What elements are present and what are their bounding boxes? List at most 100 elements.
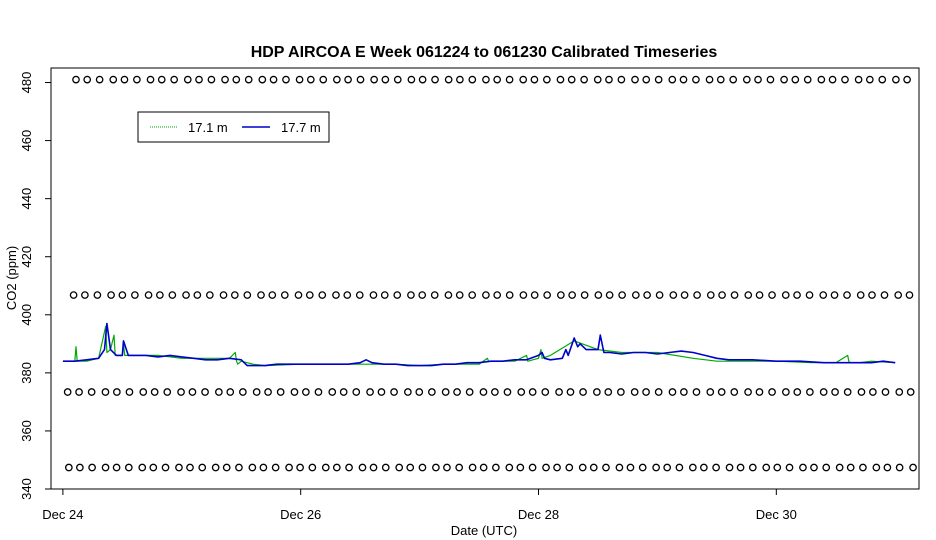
marker-point — [101, 388, 110, 396]
marker-point — [717, 388, 726, 396]
legend-label-17-1: 17.1 m — [188, 120, 228, 135]
marker-point — [555, 388, 563, 396]
marker-point — [269, 75, 278, 84]
marker-point — [630, 388, 639, 396]
marker-point — [493, 291, 502, 299]
marker-point — [493, 75, 502, 84]
legend-label-17-7: 17.7 m — [281, 120, 321, 135]
marker-point — [432, 463, 440, 472]
marker-point — [395, 463, 404, 472]
marker-point — [321, 463, 330, 472]
marker-point — [654, 388, 663, 396]
marker-point — [604, 388, 613, 396]
marker-point — [830, 291, 839, 299]
marker-point — [406, 463, 415, 472]
marker-point — [88, 463, 96, 472]
marker-point — [755, 291, 764, 299]
marker-point — [580, 291, 589, 299]
marker-point — [186, 463, 194, 472]
marker-point — [369, 291, 378, 299]
marker-point — [369, 463, 378, 472]
marker-point — [453, 388, 461, 396]
x-tick-label: Dec 24 — [42, 507, 83, 522]
marker-point — [294, 291, 303, 299]
marker-point — [328, 388, 337, 396]
marker-point — [519, 291, 528, 299]
marker-point — [859, 463, 867, 472]
marker-point — [865, 75, 874, 84]
marker-point — [232, 75, 241, 84]
marker-point — [819, 388, 828, 396]
marker-point — [692, 388, 701, 396]
marker-point — [688, 463, 697, 472]
marker-point — [615, 463, 624, 472]
marker-point — [869, 388, 877, 396]
marker-point — [356, 75, 365, 84]
marker-point — [730, 291, 739, 299]
marker-point — [205, 291, 214, 299]
marker-point — [530, 291, 539, 299]
marker-point — [175, 463, 183, 472]
marker-point — [895, 388, 904, 396]
marker-point — [211, 463, 220, 472]
marker-point — [444, 75, 453, 84]
marker-point — [93, 291, 102, 299]
series-lines — [62, 322, 896, 367]
marker-point — [124, 463, 133, 472]
marker-point — [805, 291, 814, 299]
marker-point — [418, 463, 427, 472]
marker-point — [542, 75, 551, 84]
marker-point — [430, 291, 439, 299]
marker-point — [892, 75, 900, 84]
marker-point — [418, 291, 427, 299]
marker-point — [693, 291, 701, 299]
marker-point — [744, 388, 752, 396]
y-tick-label: 340 — [19, 478, 34, 500]
marker-point — [831, 388, 839, 396]
marker-point — [675, 463, 684, 472]
marker-point — [781, 291, 790, 299]
marker-point — [479, 388, 488, 396]
marker-point — [455, 463, 464, 472]
marker-point — [344, 75, 352, 84]
marker-point — [894, 291, 903, 299]
marker-point — [339, 388, 348, 396]
marker-point — [146, 75, 155, 84]
marker-point — [593, 388, 601, 396]
marker-point — [679, 75, 688, 84]
marker-point — [195, 75, 203, 84]
marker-point — [579, 388, 587, 396]
marker-point — [631, 291, 640, 299]
marker-point — [455, 291, 464, 299]
chart-title: HDP AIRCOA E Week 061224 to 061230 Calib… — [251, 44, 718, 61]
marker-point — [843, 291, 851, 299]
marker-point — [594, 291, 603, 299]
marker-point — [768, 291, 776, 299]
marker-point — [355, 291, 364, 299]
marker-point — [428, 388, 436, 396]
marker-point — [668, 75, 677, 84]
marker-point — [768, 388, 776, 396]
marker-point — [239, 388, 247, 396]
marker-point — [407, 75, 416, 84]
marker-point — [95, 75, 104, 84]
marker-point — [605, 75, 613, 84]
marker-point — [542, 463, 550, 472]
marker-point — [744, 291, 753, 299]
x-tick-label: Dec 28 — [518, 507, 559, 522]
marker-point — [252, 388, 261, 396]
marker-point — [519, 75, 528, 84]
marker-point — [903, 75, 911, 84]
marker-point — [188, 388, 197, 396]
marker-point — [76, 463, 84, 472]
marker-point — [230, 291, 239, 299]
marker-point — [843, 388, 852, 396]
marker-point — [443, 463, 451, 472]
marker-point — [799, 463, 807, 472]
marker-point — [705, 75, 714, 84]
marker-point — [345, 463, 353, 472]
marker-point — [565, 463, 574, 472]
marker-point — [652, 463, 660, 472]
marker-point — [163, 388, 172, 396]
marker-point — [857, 388, 866, 396]
